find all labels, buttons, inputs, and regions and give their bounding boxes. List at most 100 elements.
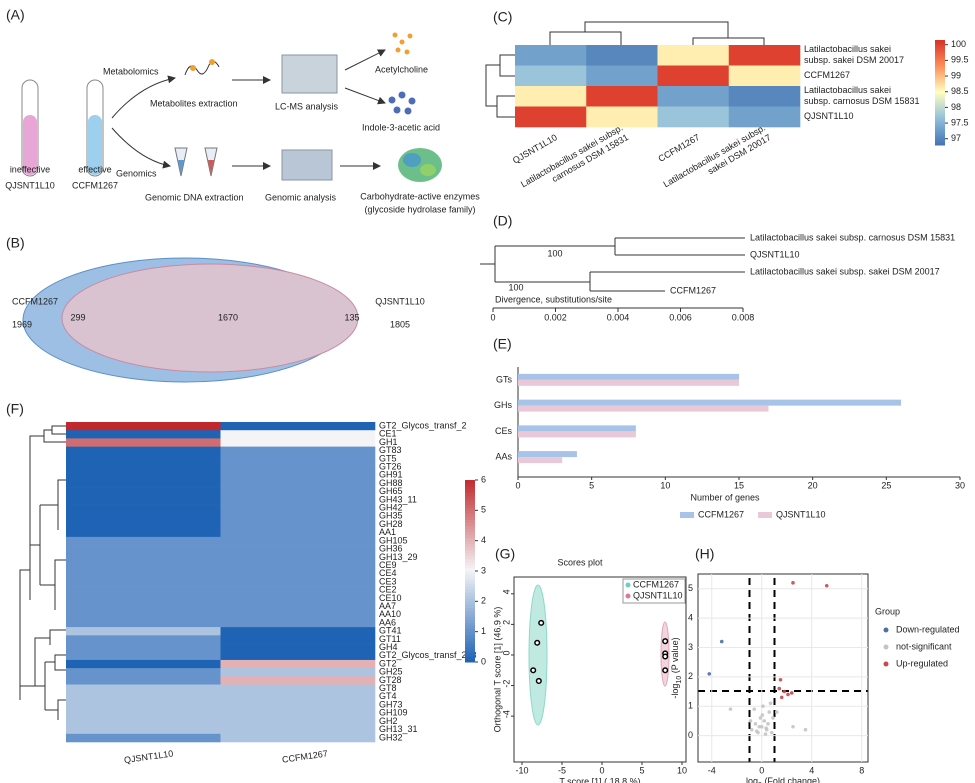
colorbar-strip <box>935 64 945 67</box>
heatmap-cell <box>220 676 376 685</box>
dendrogram <box>485 21 765 118</box>
legend-marker <box>883 644 889 650</box>
heatmap-cell <box>220 536 376 546</box>
x-tick-label: 0 <box>759 765 764 775</box>
colorbar-label: 0 <box>481 656 486 666</box>
legend-label: not-significant <box>896 641 952 651</box>
colorbar-strip <box>935 47 945 50</box>
colorbar-strip <box>465 534 475 539</box>
row-label: GH109 <box>379 708 408 718</box>
colorbar-strip <box>935 40 945 43</box>
step-label: Genomic DNA extraction <box>145 192 244 202</box>
column-label-line: CCFM1267 <box>656 132 701 164</box>
point <box>662 653 669 660</box>
point <box>803 727 808 732</box>
colorbar-strip <box>465 519 475 523</box>
column-label: QJSNT1L10 <box>511 132 559 165</box>
colorbar-strip <box>465 616 475 621</box>
colorbar-strip <box>465 604 475 608</box>
leaf-label: Latilactobacillus sakei subsp. sakei DSM… <box>750 266 940 276</box>
shared-count: 1670 <box>218 312 238 322</box>
bar <box>518 425 636 432</box>
colorbar-strip <box>465 586 475 590</box>
heatmap-cell <box>66 454 221 464</box>
colorbar-strip <box>935 131 945 134</box>
colorbar-strip <box>465 571 475 575</box>
point <box>707 672 712 676</box>
colorbar-strip <box>935 48 945 51</box>
heatmap-cell <box>66 495 221 505</box>
heatmap-cell <box>66 635 221 644</box>
colorbar-strip <box>935 89 945 92</box>
heatmap-cell <box>515 86 587 107</box>
arrow <box>344 87 386 105</box>
colorbar-strip <box>465 601 475 605</box>
heatmap-cell <box>586 65 658 87</box>
colorbar-strip <box>935 59 945 62</box>
colorbar-strip <box>465 637 475 642</box>
axis-title-part: 10 <box>676 676 683 684</box>
colorbar-strip <box>935 78 945 81</box>
row-label: GH13_31 <box>379 724 418 734</box>
point <box>530 667 537 674</box>
column-label-line: QJSNT1L10 <box>123 748 173 765</box>
only-count: 135 <box>344 312 359 322</box>
colorbar-strip <box>465 649 475 654</box>
row-label: GT2_Glycos_transf_2 <box>379 420 467 430</box>
heatmap-cell <box>66 610 221 620</box>
point <box>763 732 768 736</box>
colorbar-strip <box>935 76 945 79</box>
point <box>782 689 787 694</box>
column-label-line: Latilactobacillus sakei subsp. <box>519 123 625 190</box>
result-label: Carbohydrate-active enzymes <box>360 191 480 201</box>
heatmap-cell <box>220 684 376 694</box>
row-label: AA10 <box>379 609 401 619</box>
y-tick-label: GHs <box>494 400 513 410</box>
colorbar-strip <box>935 110 945 113</box>
colorbar-strip <box>465 492 475 496</box>
enzyme-icon <box>398 148 442 182</box>
y-tick-label: 4 <box>501 589 511 594</box>
heatmap-cell <box>657 45 730 66</box>
bar <box>518 457 563 464</box>
point <box>752 707 757 711</box>
heatmap-cell <box>66 471 221 480</box>
colorbar-strip <box>935 94 945 97</box>
row-label: GT28 <box>379 675 402 685</box>
x-tick-label: 25 <box>881 480 891 490</box>
row-label: GH43_11 <box>379 494 417 504</box>
point <box>774 710 779 714</box>
axis-title-part: log <box>746 776 758 783</box>
heatmap-cell <box>220 717 376 726</box>
heatmap-cell <box>657 86 730 107</box>
panel-label: (B) <box>6 235 25 251</box>
legend-box <box>622 578 686 604</box>
row-label: GH25 <box>379 667 403 677</box>
x-tick-label: 0 <box>515 480 520 490</box>
heatmap-cell <box>66 577 221 587</box>
point <box>753 722 758 726</box>
row-label: GH91 <box>379 470 403 480</box>
heatmap-cell <box>66 430 221 439</box>
workflow: ineffective QJSNT1L10 effective CCFM1267… <box>5 32 480 214</box>
colorbar-strip <box>465 483 475 487</box>
arrow <box>111 75 176 119</box>
heatmap-cell <box>220 618 376 628</box>
row-label: GH13_29 <box>379 552 418 562</box>
heatmap-cell <box>220 651 376 661</box>
row-label: GT4 <box>379 691 397 701</box>
colorbar-strip <box>935 80 945 83</box>
legend-label: Up-regulated <box>896 658 948 668</box>
heatmap-cell <box>220 733 376 743</box>
x-tick-label: 0 <box>599 765 604 775</box>
x-tick-label: 4 <box>809 765 814 775</box>
threshold-lines <box>698 578 868 762</box>
heatmap-cell <box>515 45 587 66</box>
legend-marker <box>883 627 889 633</box>
bar <box>518 405 769 412</box>
row-label: GH36 <box>379 544 403 554</box>
heatmap-cell <box>728 65 801 87</box>
dendrogram <box>19 425 66 720</box>
colorbar-label: 98 <box>951 102 961 112</box>
colorbar-strip <box>935 122 945 125</box>
